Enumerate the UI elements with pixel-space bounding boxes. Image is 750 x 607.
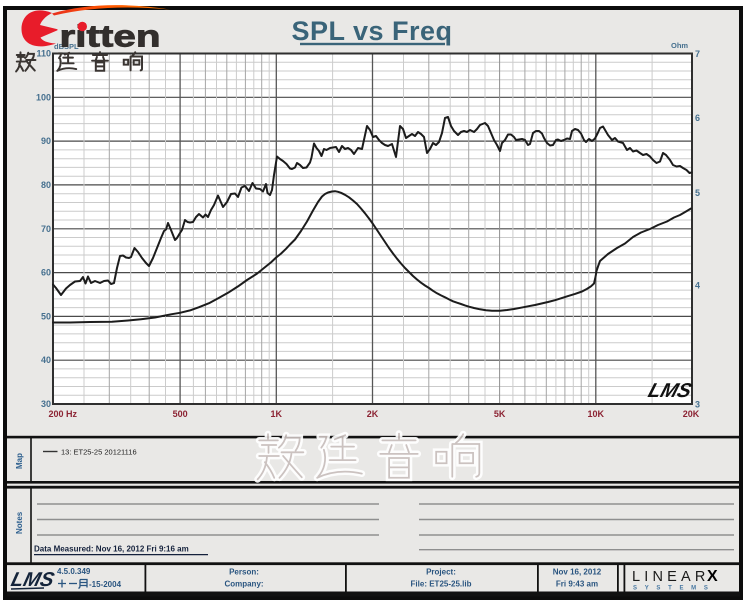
svg-text:LINEAR: LINEAR: [632, 569, 710, 585]
svg-text:4.5.0.349: 4.5.0.349: [57, 567, 91, 576]
svg-text:110: 110: [36, 49, 51, 59]
svg-text:Hz: Hz: [66, 409, 77, 419]
svg-text:13: ET25-25 20121116: 13: ET25-25 20121116: [61, 448, 137, 457]
svg-text:80: 80: [41, 180, 51, 190]
svg-text:4: 4: [695, 281, 700, 291]
svg-text:Data Measured: Nov 16, 2012 F: Data Measured: Nov 16, 2012 Fri 9:16 am: [34, 545, 189, 554]
svg-text:SYSTEMS: SYSTEMS: [633, 586, 716, 592]
svg-text:40: 40: [41, 355, 51, 365]
svg-text:Fri 9:43 am: Fri 9:43 am: [556, 580, 598, 589]
svg-text:100: 100: [36, 92, 51, 102]
svg-text:LMS: LMS: [646, 379, 695, 401]
svg-text:3: 3: [695, 400, 700, 410]
svg-text:60: 60: [41, 268, 51, 278]
svg-text:SPL vs Freq: SPL vs Freq: [291, 16, 452, 46]
svg-text:1K: 1K: [271, 409, 283, 419]
svg-text:7: 7: [695, 49, 700, 59]
svg-text:X: X: [707, 568, 718, 585]
svg-text:10K: 10K: [588, 409, 605, 419]
svg-text:500: 500: [173, 409, 188, 419]
svg-text:Notes: Notes: [15, 511, 24, 534]
svg-text:2K: 2K: [367, 409, 379, 419]
svg-text:Project:: Project:: [426, 568, 456, 577]
svg-text:LMS: LMS: [9, 569, 57, 591]
svg-text:50: 50: [41, 311, 51, 321]
svg-text:30: 30: [41, 399, 51, 409]
svg-text:ritten: ritten: [60, 19, 161, 54]
svg-text:Person:: Person:: [229, 568, 259, 577]
svg-text:70: 70: [41, 224, 51, 234]
svg-text:Map: Map: [15, 453, 24, 469]
svg-text:90: 90: [41, 136, 51, 146]
svg-text:dBSPL: dBSPL: [54, 42, 79, 51]
svg-text:File: ET25-25.lib: File: ET25-25.lib: [411, 580, 472, 589]
svg-text:5: 5: [695, 188, 700, 198]
svg-text:-15-2004: -15-2004: [89, 580, 122, 589]
svg-text:20K: 20K: [683, 409, 700, 419]
svg-text:200: 200: [48, 409, 63, 419]
svg-text:6: 6: [695, 113, 700, 123]
svg-text:Company:: Company:: [224, 580, 263, 589]
svg-text:Ohm: Ohm: [671, 41, 688, 50]
svg-text:Nov 16, 2012: Nov 16, 2012: [553, 568, 602, 577]
svg-text:5K: 5K: [494, 409, 506, 419]
